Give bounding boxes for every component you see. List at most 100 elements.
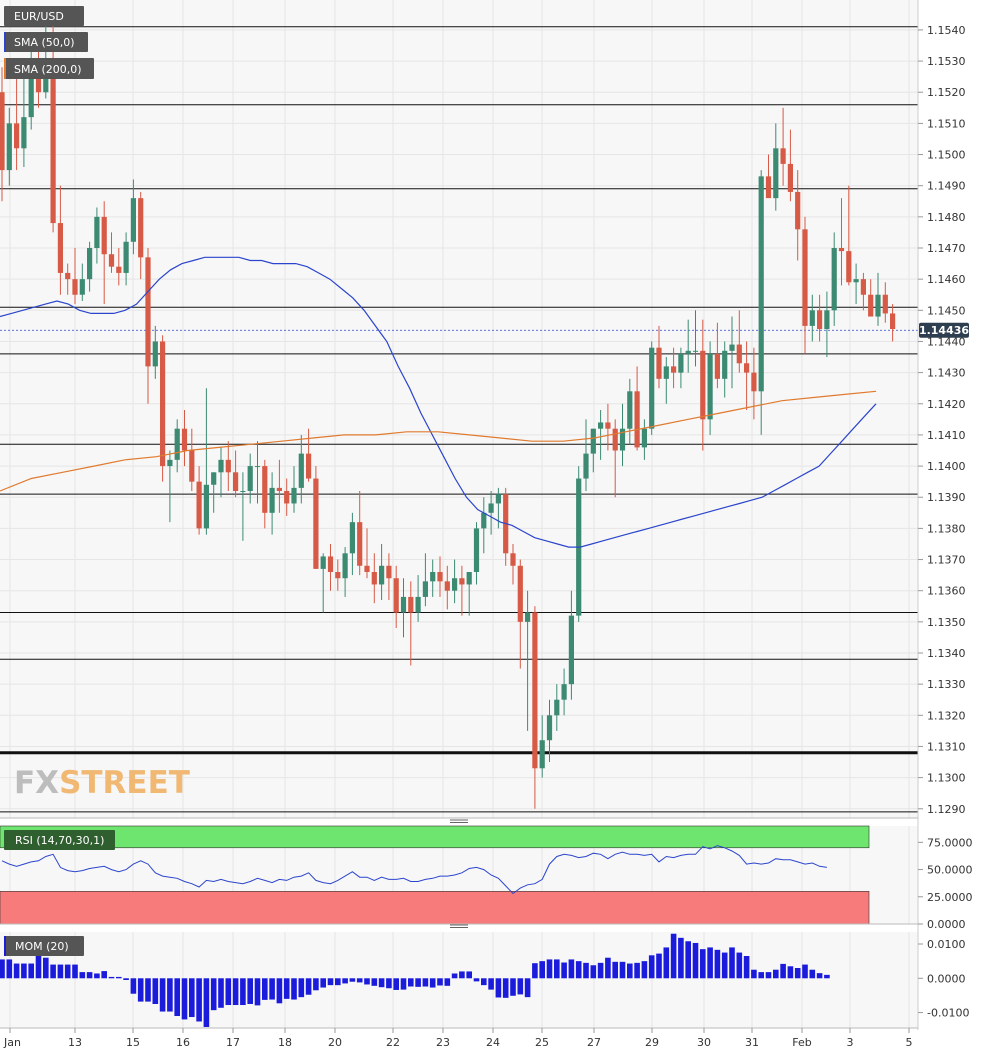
mom-bar — [415, 978, 421, 987]
candle-body — [313, 478, 319, 569]
mom-bar — [218, 978, 224, 1008]
y-tick-label: 1.1530 — [927, 55, 966, 68]
mom-bar — [473, 978, 480, 982]
candle-body — [116, 266, 122, 273]
mom-bar — [167, 978, 173, 1012]
mom-bar — [262, 978, 268, 1000]
candle-body — [320, 556, 326, 569]
mom-bar — [181, 978, 188, 1020]
mom-bar — [43, 957, 49, 979]
current-price-label: 1.14436 — [919, 324, 969, 337]
candle-body — [459, 578, 465, 585]
mom-bar — [152, 978, 159, 1004]
x-tick-label: 27 — [587, 1036, 601, 1049]
legend-sma50: SMA (50,0) — [14, 36, 75, 49]
candle-body — [641, 428, 647, 448]
legend: EUR/USD SMA (50,0) SMA (200,0) — [4, 6, 94, 79]
mom-tick-label: -0.0100 — [927, 1007, 969, 1020]
candle-body — [656, 347, 662, 379]
mom-bar — [554, 959, 560, 979]
mom-bar — [305, 978, 312, 995]
x-tick-label: 31 — [745, 1036, 759, 1049]
x-tick-label: 29 — [645, 1036, 659, 1049]
candle-body — [649, 347, 655, 429]
mom-bar — [0, 959, 5, 979]
mom-bar — [86, 972, 93, 979]
mom-bar — [225, 978, 232, 1006]
mom-bar — [605, 957, 611, 979]
candle-body — [882, 294, 888, 314]
mom-bar — [108, 976, 115, 979]
mom-bar — [364, 978, 370, 985]
candle-body — [225, 459, 231, 473]
mom-bar — [524, 978, 531, 998]
rsi-legend: RSI (14,70,30,1) — [4, 830, 115, 850]
candle-body — [510, 553, 516, 566]
y-tick-label: 1.1460 — [927, 273, 966, 286]
mom-bar — [502, 978, 509, 998]
candle-body — [860, 279, 866, 295]
y-tick-label: 1.1440 — [927, 335, 966, 348]
y-tick-label: 1.1350 — [927, 616, 966, 629]
legend-symbol: EUR/USD — [14, 10, 64, 23]
mom-bar — [532, 963, 538, 979]
mom-bar — [429, 978, 436, 988]
mom-legend: MOM (20) — [4, 936, 84, 956]
candle-body — [831, 248, 837, 311]
candle-body — [846, 251, 852, 283]
y-tick-label: 1.1300 — [927, 772, 966, 785]
candle-body — [254, 466, 261, 468]
y-tick-label: 1.1310 — [927, 740, 966, 753]
x-tick-label: 22 — [386, 1036, 400, 1049]
mom-bar — [721, 952, 728, 979]
x-tick-label: 25 — [535, 1036, 549, 1049]
x-tick-label: 15 — [126, 1036, 140, 1049]
x-tick-label: 17 — [226, 1036, 240, 1049]
mom-bar — [72, 964, 78, 979]
y-tick-label: 1.1500 — [927, 149, 966, 162]
mom-bar — [539, 961, 545, 979]
x-tick-label: Jan — [3, 1036, 21, 1049]
mom-bar — [174, 978, 180, 1016]
mom-bar — [670, 933, 677, 979]
mom-bar — [335, 978, 341, 986]
mom-bar — [356, 978, 363, 983]
candle-body — [21, 117, 27, 149]
mom-bar — [729, 947, 735, 979]
mom-bar — [634, 962, 640, 979]
x-tick-label: 30 — [697, 1036, 711, 1049]
candle-body — [79, 279, 85, 295]
rsi-tick-label: 50.0000 — [927, 864, 973, 877]
mom-bar — [203, 978, 210, 1027]
mom-bar — [196, 978, 202, 1022]
candle-body — [729, 344, 735, 351]
x-tick-label: 24 — [486, 1036, 500, 1049]
mom-bar — [21, 963, 27, 979]
candle-body — [203, 484, 209, 529]
mom-bar — [627, 963, 633, 979]
mom-bar — [35, 954, 42, 979]
candle-body — [875, 294, 881, 317]
candle-body — [619, 428, 626, 451]
mom-bar — [707, 947, 713, 979]
y-tick-label: 1.1480 — [927, 211, 966, 224]
candle-body — [218, 459, 224, 473]
mom-bar — [824, 974, 830, 979]
mom-bar — [481, 978, 487, 986]
candle-body — [6, 123, 12, 171]
candle-body — [35, 67, 42, 93]
mom-bar — [714, 949, 721, 979]
candle-body — [787, 163, 793, 192]
candle-body — [306, 453, 312, 479]
mom-bar — [320, 978, 326, 988]
mom-panel — [0, 932, 918, 1028]
panel-resize-handle[interactable] — [450, 819, 468, 928]
mom-bar — [700, 949, 706, 979]
candle-body — [211, 472, 217, 485]
x-tick-label: 13 — [68, 1036, 82, 1049]
x-tick-label: 20 — [328, 1036, 342, 1049]
mom-bar — [780, 963, 786, 979]
mom-bar — [291, 978, 297, 1000]
mom-bar — [692, 942, 699, 979]
